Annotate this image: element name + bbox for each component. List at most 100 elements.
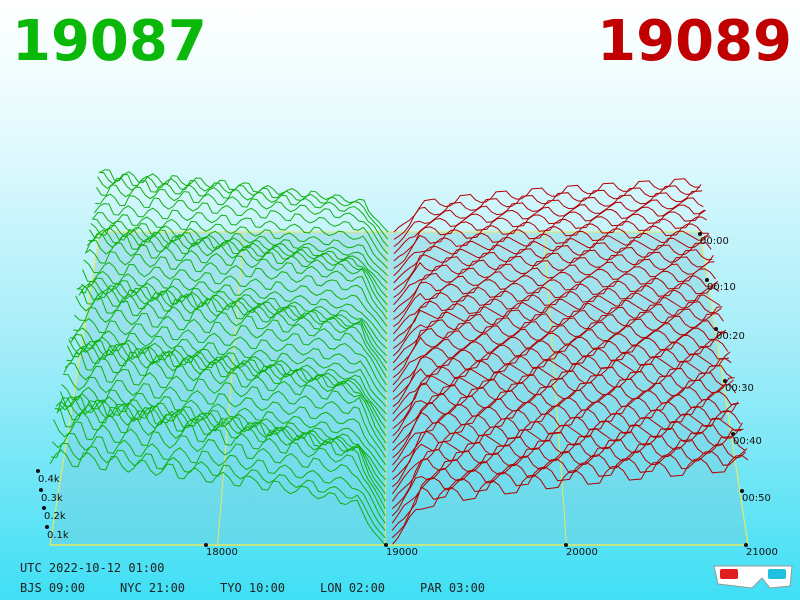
ask-depth-line (392, 320, 725, 393)
price-tick (744, 543, 748, 547)
bid-depth-line (90, 223, 388, 291)
volume-label: 0.4k (38, 474, 60, 485)
ask-depth-line (392, 365, 733, 444)
ask-depth-line (393, 223, 708, 284)
volume-tick (42, 506, 46, 510)
bid-depth-line (99, 169, 389, 233)
bid-depth-line (83, 259, 388, 335)
time-tick (698, 232, 702, 236)
price-tick (384, 543, 388, 547)
ask-depth-line (392, 403, 740, 488)
bid-depth-line (49, 449, 386, 546)
ask-depth-line (392, 294, 721, 364)
price-label: 20000 (566, 547, 598, 558)
bid-depth-line (55, 400, 386, 509)
volume-tick (36, 469, 40, 473)
zone-time: BJS 09:00 (20, 581, 85, 595)
ask-depth-line (392, 301, 722, 371)
time-tick (740, 489, 744, 493)
ask-depth-line (391, 410, 741, 495)
bid-depth-line (57, 396, 386, 495)
bid-depth-line (71, 327, 387, 408)
time-label: 00:50 (742, 493, 771, 504)
bid-depth-line (53, 419, 386, 524)
ask-depth-line (393, 197, 704, 255)
floor-grid (699, 231, 749, 546)
time-label: 00:10 (707, 282, 736, 293)
zone-time: LON 02:00 (320, 581, 385, 595)
zone-time: TYO 10:00 (220, 581, 285, 595)
time-label: 00:20 (716, 331, 745, 342)
bid-depth-line (63, 362, 387, 458)
bid-depth-line (91, 218, 388, 284)
zone-time: PAR 03:00 (420, 581, 485, 595)
ask-depth-line (392, 287, 720, 357)
bid-depth-line (85, 239, 388, 320)
bid-depth-line (97, 176, 389, 247)
ask-depth-line (392, 384, 737, 466)
ask-depth-line (391, 448, 748, 539)
price-label: 21000 (746, 547, 778, 558)
ask-depth-line (393, 184, 702, 240)
bid-depth-line (92, 211, 388, 277)
ask-depth-line (393, 230, 710, 291)
zone-time: NYC 21:00 (120, 581, 185, 595)
bid-depth-line (68, 338, 387, 429)
bid-depth-line (98, 171, 389, 240)
ask-depth-line (392, 339, 729, 415)
bid-depth-line (89, 227, 388, 298)
ask-depth-line (393, 249, 713, 313)
time-tick (714, 327, 718, 331)
volume-tick (39, 488, 43, 492)
time-tick (705, 278, 709, 282)
depth-lines (49, 169, 749, 546)
bid-depth-line (66, 345, 387, 444)
volume-tick (45, 525, 49, 529)
ask-depth-line (391, 454, 749, 546)
bid-depth-line (51, 442, 386, 539)
ask-depth-line (392, 358, 732, 437)
bid-depth-line (56, 397, 386, 502)
ask-depth-line (391, 428, 744, 517)
ask-depth-line (391, 422, 743, 509)
ask-depth-line (393, 190, 703, 247)
bid-depth-line (95, 193, 389, 262)
bid-depth-line (86, 233, 388, 313)
bid-depth-line (76, 288, 388, 378)
price-label: 18000 (206, 547, 238, 558)
ask-depth-line (393, 209, 706, 269)
bid-depth-line (93, 203, 389, 269)
floor (49, 231, 749, 546)
floor-grid (543, 231, 568, 546)
ask-depth-line (393, 268, 716, 335)
bid-depth-line (73, 318, 387, 400)
floor-grid (384, 231, 389, 546)
bid-depth-line (77, 284, 388, 371)
bid-depth-line (54, 408, 386, 517)
time-tick (731, 432, 735, 436)
ask-depth-line (392, 306, 723, 378)
bid-depth-line (51, 432, 386, 531)
bid-depth-line (96, 184, 389, 255)
ask-depth-line (393, 216, 707, 277)
bid-price: 19087 (12, 9, 207, 74)
bid-depth-line (74, 307, 387, 393)
bid-depth-line (66, 342, 387, 437)
bid-depth-line (75, 295, 388, 386)
ask-depth-line (393, 242, 712, 306)
floor-plane (49, 231, 749, 546)
ask-depth-line (392, 313, 724, 386)
bid-depth-line (82, 269, 388, 342)
ask-depth-line (392, 346, 730, 422)
time-label: 00:00 (700, 236, 729, 247)
time-tick (723, 379, 727, 383)
utc-time: UTC 2022-10-12 01:00 (20, 561, 165, 575)
ask-price: 19089 (597, 9, 792, 74)
bid-depth-line (69, 337, 387, 422)
glasses-icon (713, 565, 793, 589)
time-label: 00:40 (733, 436, 762, 447)
price-tick (564, 543, 568, 547)
volume-label: 0.2k (44, 511, 66, 522)
